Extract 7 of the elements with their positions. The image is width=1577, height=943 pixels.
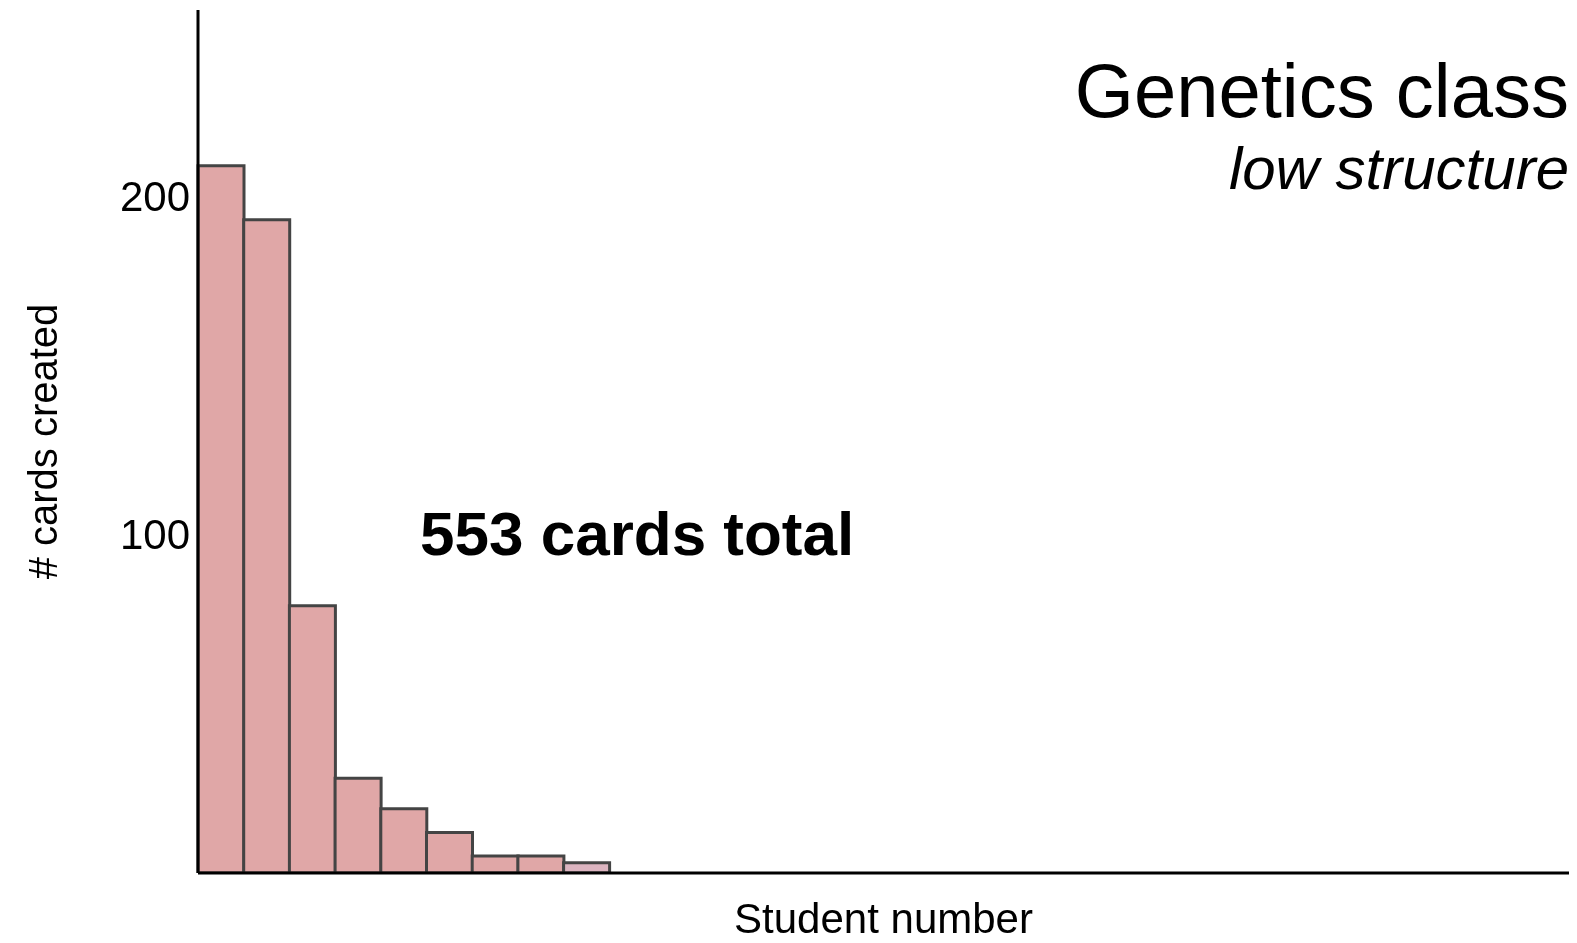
y-tick-label: 100	[119, 511, 190, 559]
y-tick-label: 200	[119, 173, 190, 221]
annotation: 553 cards total	[420, 498, 855, 569]
x-axis-title: Student number	[734, 895, 1033, 942]
y-axis-title: # cards created	[21, 303, 66, 580]
text: Genetics class	[1074, 48, 1569, 134]
text: low structure	[1227, 134, 1569, 204]
